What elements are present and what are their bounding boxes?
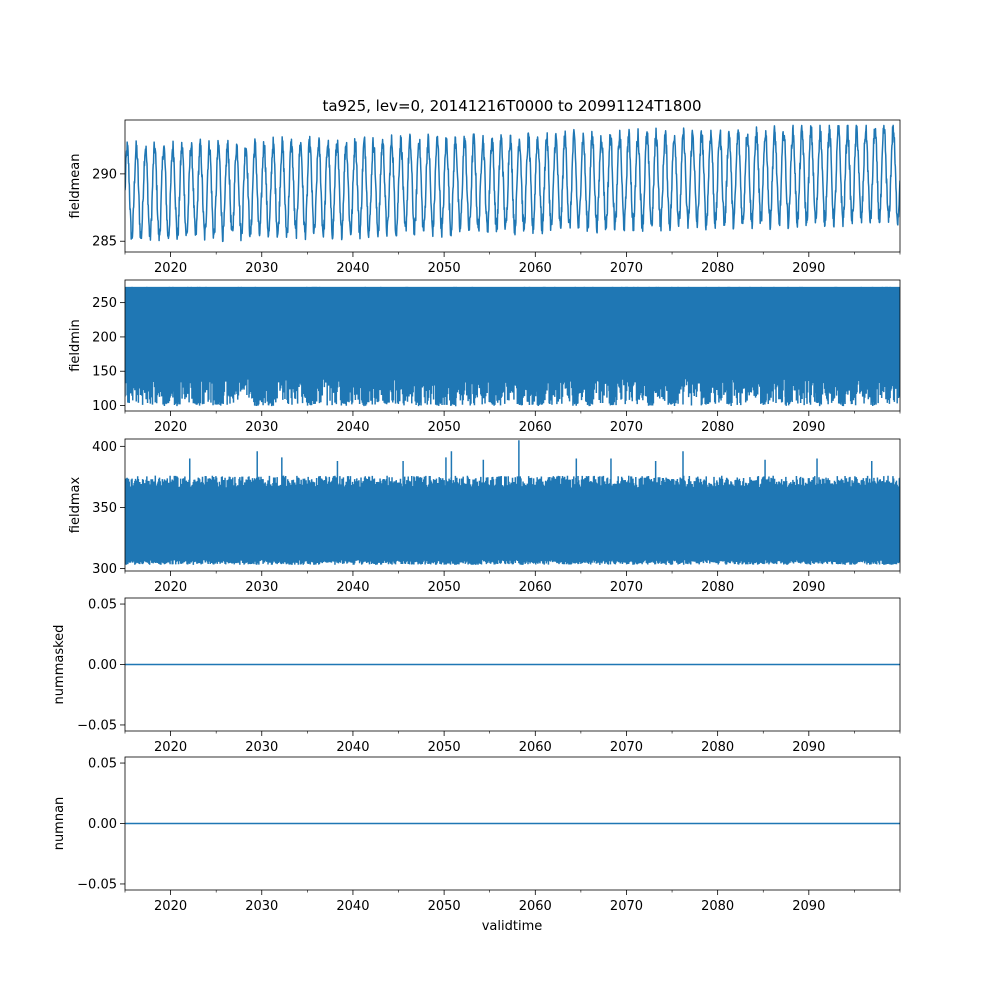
x-tick-label: 2060 — [519, 580, 552, 595]
y-tick-label: 290 — [92, 167, 117, 182]
x-tick-label: 2090 — [792, 580, 825, 595]
y-tick-label: −0.05 — [77, 877, 117, 892]
x-tick-label: 2060 — [519, 899, 552, 914]
x-tick-label: 2070 — [610, 420, 643, 435]
x-tick-label: 2050 — [428, 580, 461, 595]
x-axis-label: validtime — [482, 919, 543, 934]
plot-area — [125, 124, 900, 243]
y-tick-label: 100 — [92, 399, 117, 414]
x-tick-label: 2050 — [428, 420, 461, 435]
x-tick-label: 2090 — [792, 899, 825, 914]
panel-fieldmax: 2020 2030 2040 2050 2060 2070 2080 2090 300 350 40… — [68, 438, 901, 595]
x-tick-label: 2070 — [610, 899, 643, 914]
x-tick-label: 2040 — [336, 899, 369, 914]
x-tick-label: 2080 — [701, 899, 734, 914]
y-tick-label: 0.05 — [88, 757, 117, 772]
axes-frame-fieldmean — [124, 119, 901, 253]
y-axis-label-numnan: numnan — [52, 797, 67, 851]
y-tick-label: 400 — [92, 440, 117, 455]
y-tick-label: 0.05 — [88, 598, 117, 613]
y-tick-label: 250 — [92, 296, 117, 311]
y-axis-label-fieldmean: fieldmean — [68, 154, 83, 219]
x-tick-label: 2030 — [245, 261, 278, 276]
y-tick-label: 0.00 — [88, 658, 117, 673]
x-tick-label: 2050 — [428, 740, 461, 755]
axes-frame-fieldmax — [124, 438, 901, 572]
x-tick-label: 2090 — [792, 261, 825, 276]
x-tick-label: 2050 — [428, 261, 461, 276]
x-tick-label: 2020 — [154, 580, 187, 595]
y-axis-label-fieldmax: fieldmax — [68, 477, 83, 534]
chart-title: ta925, lev=0, 20141216T0000 to 20991124T… — [322, 97, 701, 115]
y-tick-label: 285 — [92, 235, 117, 250]
y-tick-label: −0.05 — [77, 718, 117, 733]
y-tick-label: 200 — [92, 330, 117, 345]
x-tick-label: 2090 — [792, 420, 825, 435]
series-line-fieldmean — [125, 124, 900, 243]
x-tick-label: 2040 — [336, 740, 369, 755]
x-tick-label: 2020 — [154, 420, 187, 435]
x-tick-label: 2040 — [336, 580, 369, 595]
x-tick-label: 2030 — [245, 740, 278, 755]
x-tick-label: 2070 — [610, 580, 643, 595]
x-tick-label: 2070 — [610, 261, 643, 276]
x-tick-label: 2020 — [154, 740, 187, 755]
x-tick-label: 2040 — [336, 420, 369, 435]
plot-area — [125, 286, 900, 407]
x-tick-label: 2020 — [154, 899, 187, 914]
x-tick-label: 2070 — [610, 740, 643, 755]
axes-frame-fieldmin — [124, 279, 901, 412]
panel-nummasked: 2020 2030 2040 2050 2060 2070 2080 2090 −0.05 0.0… — [52, 598, 901, 755]
x-tick-label: 2050 — [428, 899, 461, 914]
x-tick-label: 2090 — [792, 740, 825, 755]
series-line-fieldmax — [125, 440, 900, 565]
x-tick-label: 2060 — [519, 740, 552, 755]
x-tick-label: 2080 — [701, 580, 734, 595]
x-tick-label: 2060 — [519, 261, 552, 276]
x-tick-label: 2020 — [154, 261, 187, 276]
panel-fieldmean: 2020 2030 2040 2050 2060 2070 2080 2090 285 290 fi… — [68, 119, 901, 276]
x-tick-label: 2030 — [245, 420, 278, 435]
y-axis-label-nummasked: nummasked — [52, 625, 67, 705]
y-tick-label: 300 — [92, 562, 117, 577]
x-tick-label: 2080 — [701, 420, 734, 435]
y-tick-label: 350 — [92, 501, 117, 516]
y-tick-label: 0.00 — [88, 817, 117, 832]
x-tick-label: 2080 — [701, 261, 734, 276]
plot-area — [125, 440, 900, 565]
series-line-fieldmin — [125, 286, 900, 407]
y-tick-label: 150 — [92, 365, 117, 380]
x-tick-label: 2060 — [519, 420, 552, 435]
panel-numnan: 2020 2030 2040 2050 2060 2070 2080 2090 −0.05 0.0… — [52, 757, 901, 914]
panel-fieldmin: 2020 2030 2040 2050 2060 2070 2080 2090 100 150 20… — [68, 279, 901, 435]
y-axis-label-fieldmin: fieldmin — [68, 319, 83, 372]
subplots: 2020 2030 2040 2050 2060 2070 2080 2090 285 290 fi… — [52, 119, 901, 914]
x-tick-label: 2080 — [701, 740, 734, 755]
x-tick-label: 2030 — [245, 580, 278, 595]
x-tick-label: 2030 — [245, 899, 278, 914]
x-tick-label: 2040 — [336, 261, 369, 276]
